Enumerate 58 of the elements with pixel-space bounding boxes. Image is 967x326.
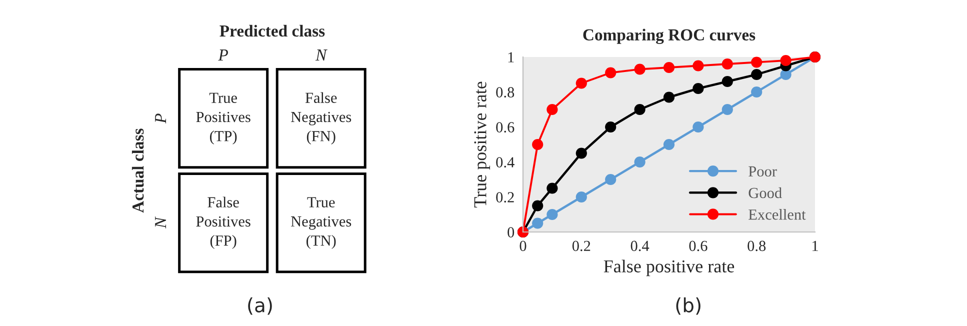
point [546, 182, 558, 194]
legend-label: Excellent [748, 208, 806, 220]
text: True Positives (TP) [196, 92, 250, 144]
text: (a) [248, 297, 272, 315]
point [605, 67, 616, 78]
point [751, 86, 762, 98]
x-tick-label: 0.4 [630, 240, 650, 252]
chart-title: Comparing ROC curves [583, 28, 756, 44]
y-tick-label: 0.8 [496, 87, 514, 98]
category-label: N [315, 50, 328, 60]
point [751, 68, 762, 80]
point [634, 156, 646, 168]
text: False Positives (FP) [196, 196, 250, 249]
category-label: N [155, 216, 166, 228]
point [605, 174, 616, 186]
point [532, 200, 544, 212]
point [722, 104, 733, 116]
y-tick-label: 0 [508, 227, 514, 238]
point [532, 218, 544, 229]
legend-label: Poor [748, 166, 777, 177]
y-tick-label: 1 [508, 52, 514, 62]
point [722, 76, 733, 88]
x-tick-label: 0.6 [689, 240, 708, 252]
point [576, 78, 587, 89]
point [634, 104, 646, 116]
point [722, 58, 733, 70]
text: Predicted class [220, 24, 325, 37]
legend-label: Good [748, 187, 782, 198]
point [546, 208, 558, 220]
category-label: P [218, 50, 228, 60]
point [692, 60, 704, 72]
y-tick-label: 0.6 [496, 122, 514, 133]
point [663, 62, 675, 74]
text: (b) [676, 297, 700, 315]
point [532, 138, 544, 150]
y-axis-title: True positive rate [474, 82, 490, 208]
point [663, 92, 675, 103]
x-tick-label: 0 [520, 240, 526, 252]
category-label: P [155, 114, 166, 124]
y-tick-label: 0.2 [496, 192, 514, 203]
text: True Negatives (TN) [291, 197, 352, 249]
point [692, 121, 704, 133]
text: Actual class [132, 128, 144, 213]
x-tick-label: 0.2 [572, 240, 590, 252]
point [576, 191, 587, 203]
point [780, 54, 792, 66]
point [576, 148, 587, 159]
point [546, 104, 558, 116]
x-axis-title: False positive rate [604, 260, 734, 276]
y-tick-label: 0.4 [496, 157, 514, 168]
point [692, 82, 704, 94]
text: False Negatives (FN) [291, 92, 352, 144]
x-tick-label: 0.8 [748, 240, 766, 252]
point [605, 121, 616, 133]
point [751, 56, 762, 68]
point [663, 138, 675, 150]
point [634, 64, 646, 75]
x-tick-label: 1 [812, 240, 818, 251]
